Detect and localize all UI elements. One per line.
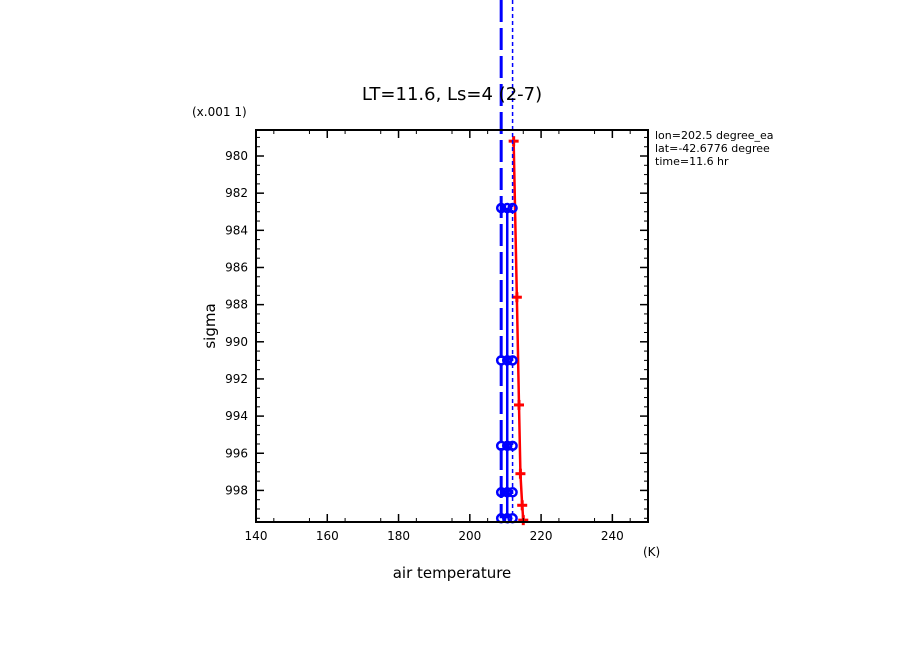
text-layer: LT=11.6, Ls=4 (2-7) (x.001 1) (K) air te… — [192, 84, 774, 582]
series-0 — [508, 136, 529, 526]
circle-marker — [501, 355, 513, 366]
x-unit-label: (K) — [643, 545, 660, 559]
circle-marker — [495, 355, 507, 366]
chart-title: LT=11.6, Ls=4 (2-7) — [362, 84, 542, 105]
y-tick-label: 984 — [225, 223, 248, 237]
y-tick-label: 992 — [225, 372, 248, 386]
x-tick-label: 240 — [601, 529, 624, 543]
x-tick-label: 180 — [387, 529, 410, 543]
circle-marker — [495, 440, 507, 452]
x-tick-label: 200 — [458, 529, 481, 543]
circle-marker — [501, 440, 513, 452]
series-2 — [495, 0, 507, 524]
y-tick-label: 994 — [225, 409, 248, 423]
data-layer — [495, 0, 529, 526]
info-lat: lat=-42.6776 degree — [655, 142, 770, 155]
series-3 — [507, 0, 518, 524]
x-tick-label: 220 — [530, 529, 553, 543]
y-tick-label: 998 — [225, 483, 248, 497]
circle-marker — [507, 487, 518, 498]
y-tick-label: 980 — [225, 149, 248, 163]
circle-marker — [495, 202, 507, 214]
y-tick-label: 996 — [225, 446, 248, 460]
tick-layer: 140 160 180 200 220 240 980 982 984 986 988 990 992 9… — [225, 130, 648, 543]
circle-marker — [495, 487, 507, 498]
y-tick-label: 982 — [225, 186, 248, 200]
x-tick-label: 140 — [245, 529, 268, 543]
y-tick-label: 990 — [225, 335, 248, 349]
plot-frame — [255, 129, 649, 523]
series-1 — [501, 202, 513, 524]
y-tick-label: 986 — [225, 260, 248, 274]
y-tick-label: 988 — [225, 298, 248, 312]
axes-layer — [255, 129, 649, 523]
y-axis-label: sigma — [201, 303, 219, 348]
x-tick-label: 160 — [316, 529, 339, 543]
circle-marker — [507, 355, 518, 366]
info-lon: lon=202.5 degree_ea — [655, 129, 774, 142]
info-time: time=11.6 hr — [655, 155, 729, 168]
x-axis-label: air temperature — [393, 564, 512, 582]
circle-marker — [501, 202, 513, 214]
circle-marker — [501, 487, 513, 498]
circle-marker — [507, 440, 518, 452]
y-unit-label: (x.001 1) — [192, 105, 247, 119]
circle-marker — [507, 202, 518, 214]
series-line-0 — [512, 141, 525, 521]
